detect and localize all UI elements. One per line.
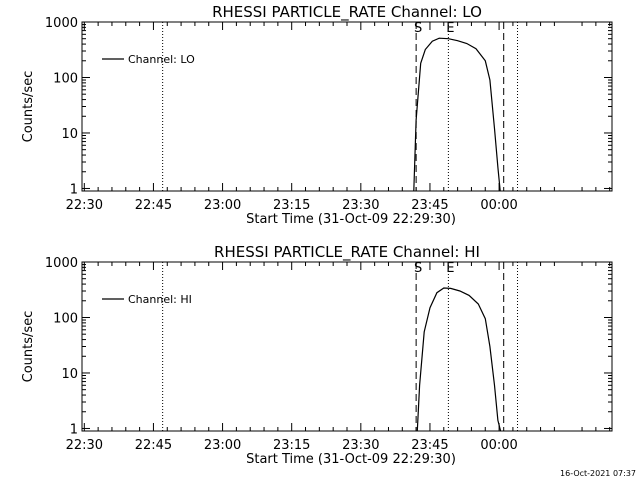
x-tick-label: 23:45 — [411, 198, 448, 213]
x-axis-label: Start Time (31-Oct-09 22:29:30) — [246, 452, 456, 467]
x-tick-label: 23:15 — [273, 438, 310, 453]
x-tick-label: 22:30 — [66, 198, 103, 213]
series-line — [413, 37, 501, 192]
y-tick-label: 10 — [61, 367, 78, 382]
chart-title: RHESSI PARTICLE_RATE Channel: HI — [214, 243, 480, 262]
y-tick-label: 1 — [70, 422, 78, 437]
legend-label: Channel: LO — [128, 53, 195, 66]
marker-label: S — [414, 261, 422, 276]
x-tick-label: 23:45 — [411, 438, 448, 453]
x-tick-label: 23:15 — [273, 198, 310, 213]
y-tick-label: 1 — [70, 182, 78, 197]
x-tick-label: 00:00 — [480, 198, 517, 213]
marker-label: E — [446, 21, 454, 36]
marker-label: S — [414, 21, 422, 36]
y-tick-label: 1000 — [45, 256, 78, 271]
y-axis-label: Counts/sec — [21, 311, 36, 383]
x-tick-label: 00:00 — [480, 438, 517, 453]
panel-lo: RHESSI PARTICLE_RATE Channel: LO 1 10 100 10… — [21, 3, 613, 227]
y-axis-label: Counts/sec — [21, 71, 36, 143]
x-tick-label: 23:30 — [342, 438, 379, 453]
series-line — [416, 287, 502, 432]
marker-label: E — [446, 261, 454, 276]
x-axis-label: Start Time (31-Oct-09 22:29:30) — [246, 212, 456, 227]
y-tick-label: 10 — [61, 127, 78, 142]
y-tick-label: 100 — [53, 311, 78, 326]
x-tick-label: 22:45 — [135, 438, 172, 453]
x-tick-label: 22:30 — [66, 438, 103, 453]
y-tick-label: 1000 — [45, 16, 78, 31]
y-tick-label: 100 — [53, 71, 78, 86]
x-tick-label: 23:30 — [342, 198, 379, 213]
legend-label: Channel: HI — [128, 293, 192, 306]
chart-title: RHESSI PARTICLE_RATE Channel: LO — [212, 3, 482, 22]
x-tick-label: 22:45 — [135, 198, 172, 213]
x-tick-label: 23:00 — [204, 198, 241, 213]
x-tick-label: 23:00 — [204, 438, 241, 453]
panel-hi: RHESSI PARTICLE_RATE Channel: HI 1 10 100 10… — [21, 243, 613, 467]
print-timestamp: 16-Oct-2021 07:37 — [560, 469, 636, 478]
